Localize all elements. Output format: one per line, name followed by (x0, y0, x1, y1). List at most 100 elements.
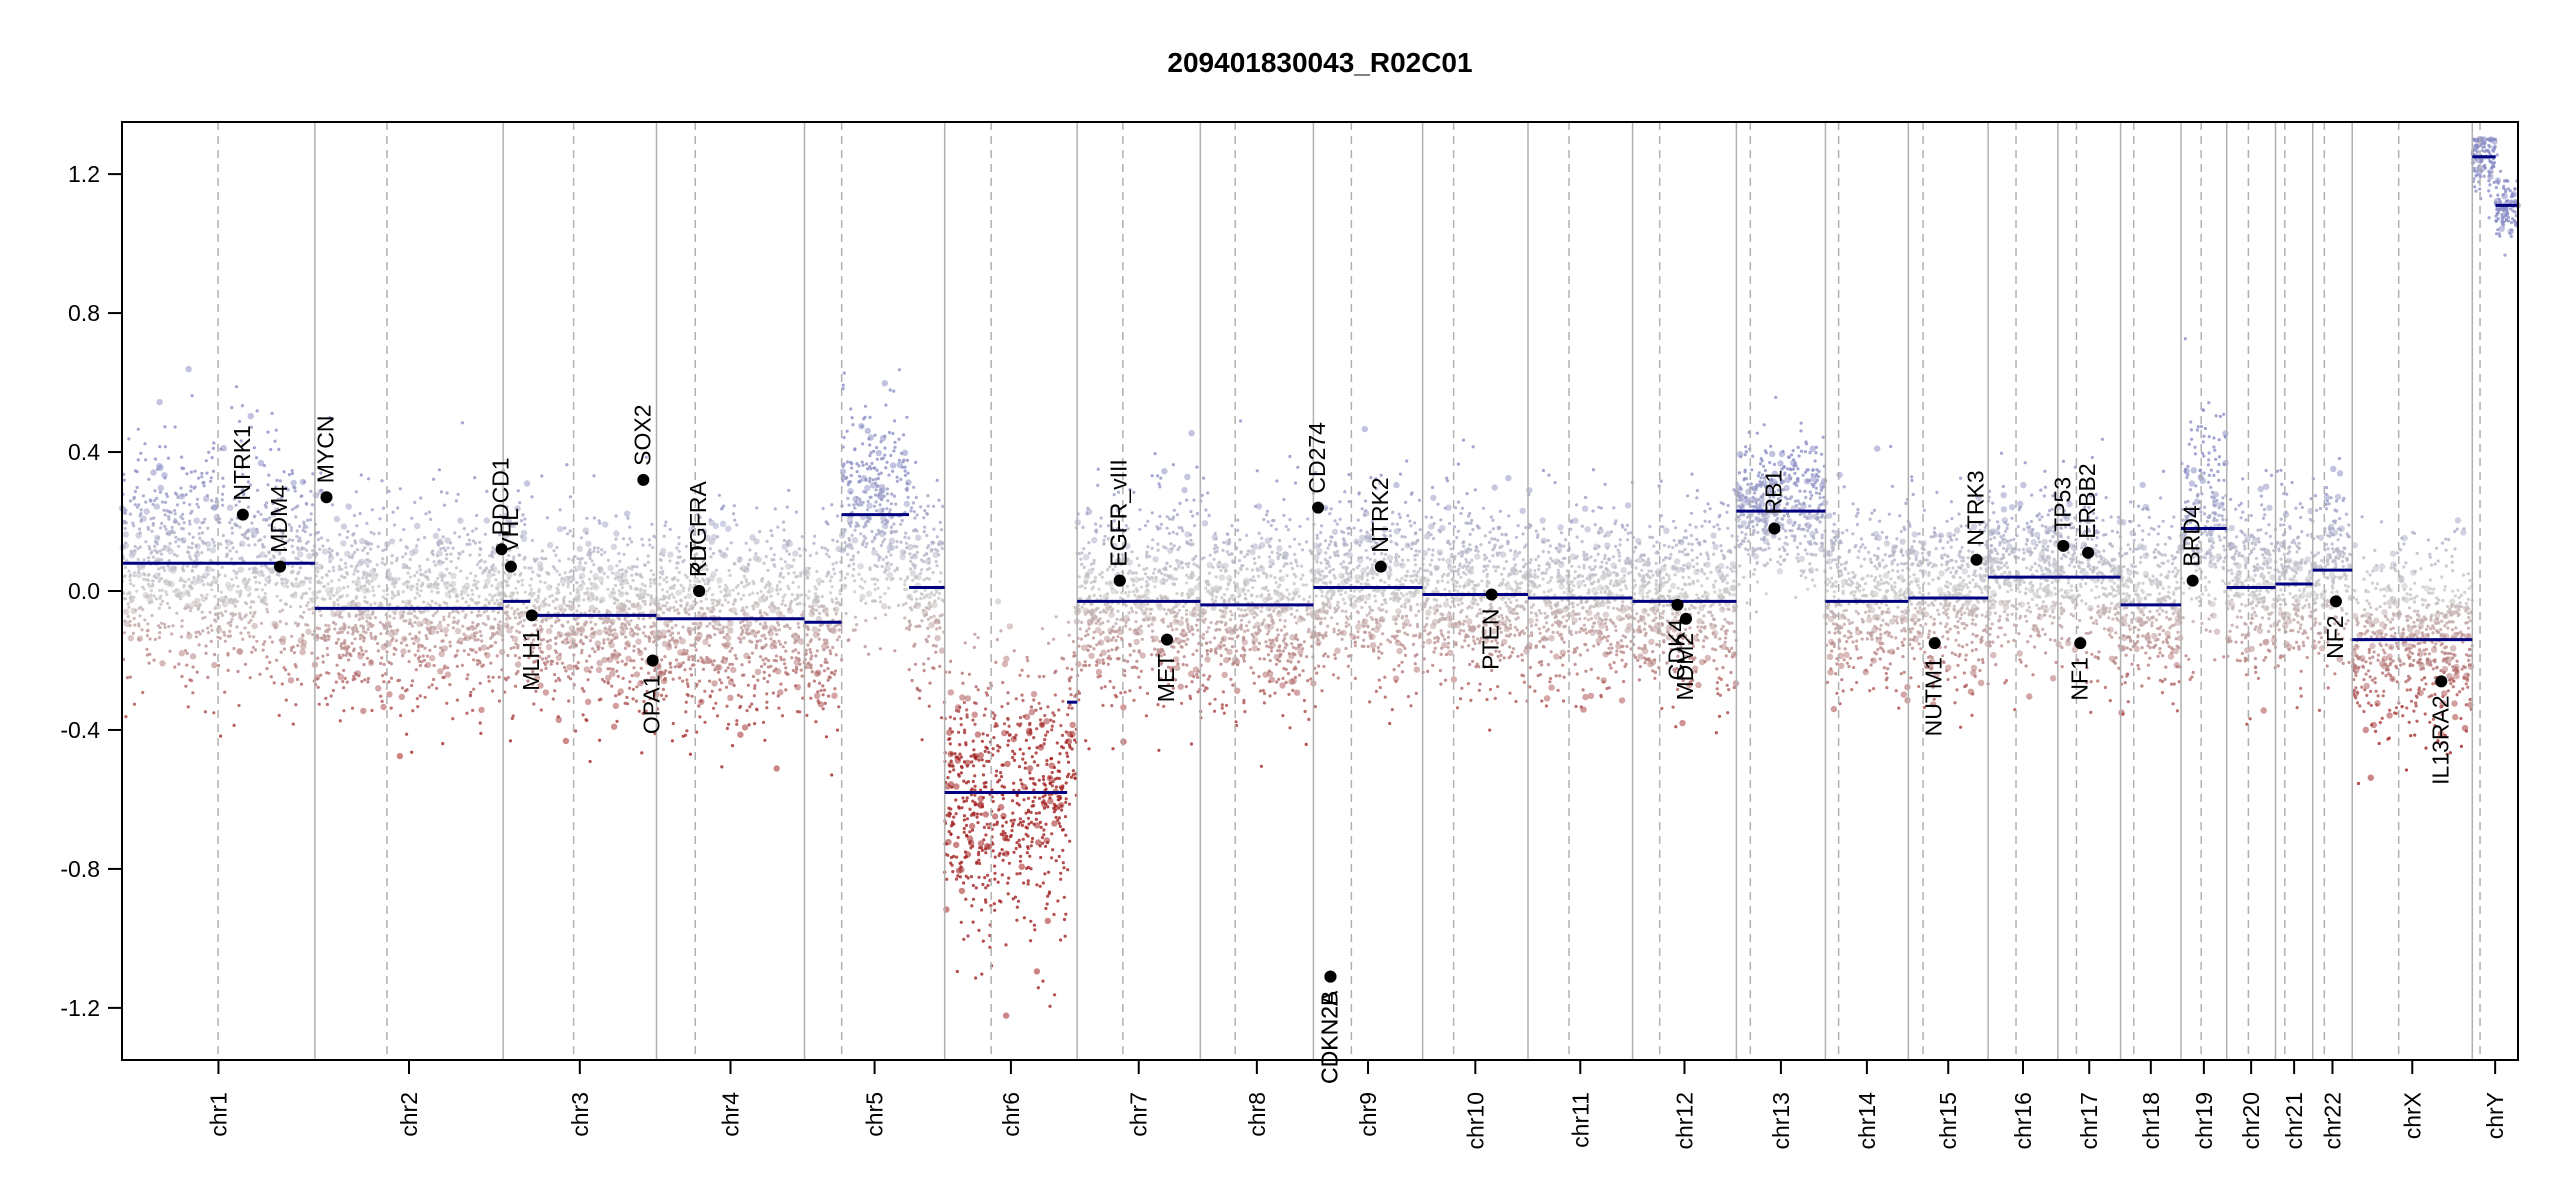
probe-point (1026, 796, 1031, 800)
probe-point (853, 528, 857, 532)
probe-point (465, 586, 469, 590)
probe-point (948, 742, 952, 746)
probe-point (624, 635, 628, 639)
probe-point (677, 570, 681, 575)
probe-point (881, 540, 885, 544)
probe-point (475, 562, 480, 567)
probe-point (852, 503, 856, 507)
probe-point (608, 641, 612, 645)
probe-point (163, 544, 167, 549)
probe-point (1061, 699, 1065, 703)
probe-point (180, 537, 184, 542)
probe-point (166, 601, 170, 606)
probe-point (496, 611, 500, 615)
probe-point (688, 583, 693, 587)
probe-point (684, 611, 688, 615)
probe-point (298, 566, 302, 570)
probe-point (181, 512, 185, 517)
probe-point (925, 576, 929, 581)
probe-point (1012, 818, 1016, 822)
probe-point (290, 581, 294, 586)
probe-point (405, 580, 409, 584)
probe-point (983, 749, 987, 754)
probe-point (725, 525, 732, 532)
probe-point (889, 553, 893, 557)
probe-point (392, 523, 397, 527)
probe-point (450, 572, 457, 579)
probe-point (1001, 858, 1005, 862)
probe-point (292, 651, 296, 655)
probe-point (864, 619, 868, 623)
probe-point (345, 650, 349, 655)
probe-point (637, 616, 641, 620)
probe-point (179, 597, 183, 601)
probe-point (153, 498, 157, 503)
probe-point (340, 540, 347, 547)
probe-point (269, 675, 273, 679)
probe-point (327, 637, 331, 641)
probe-point (448, 644, 452, 648)
probe-point (165, 531, 169, 536)
probe-point (390, 554, 394, 558)
probe-point (674, 658, 679, 662)
probe-point (794, 510, 799, 514)
probe-point (370, 612, 375, 616)
probe-point (413, 574, 417, 578)
probe-point (416, 649, 420, 653)
probe-point (173, 491, 177, 495)
probe-point (422, 658, 427, 662)
probe-point (191, 578, 198, 586)
probe-point (194, 543, 201, 550)
probe-point (1000, 763, 1004, 767)
probe-point (865, 467, 870, 471)
probe-point (544, 602, 548, 606)
probe-point (707, 643, 711, 648)
probe-point (938, 614, 942, 618)
probe-point (132, 584, 136, 588)
probe-point (812, 541, 816, 545)
probe-point (610, 684, 614, 688)
probe-point (553, 649, 558, 653)
probe-point (167, 565, 174, 573)
probe-point (269, 558, 273, 562)
probe-point (751, 591, 755, 595)
probe-point (588, 577, 592, 582)
probe-point (1066, 760, 1071, 764)
probe-point (543, 581, 547, 585)
probe-point (417, 578, 421, 582)
probe-point (1024, 811, 1028, 815)
probe-point (640, 582, 645, 586)
probe-point (294, 591, 298, 595)
probe-point (275, 658, 279, 662)
probe-point (968, 807, 972, 811)
probe-point (947, 830, 951, 834)
probe-point (589, 570, 593, 574)
probe-point (170, 632, 174, 636)
probe-point (959, 920, 963, 924)
probe-point (708, 694, 712, 698)
probe-point (777, 639, 781, 643)
probe-point (352, 674, 356, 679)
probe-point (152, 594, 156, 598)
probe-point (195, 557, 199, 561)
probe-point (636, 594, 640, 598)
probe-point (1018, 747, 1022, 751)
probe-point (980, 972, 984, 976)
probe-point (362, 639, 366, 643)
probe-point (157, 624, 161, 628)
probe-point (1015, 918, 1019, 922)
probe-point (140, 628, 144, 632)
probe-point (457, 637, 464, 644)
probe-point (278, 620, 282, 624)
probe-point (505, 617, 509, 621)
probe-point (663, 635, 667, 639)
probe-point (357, 674, 361, 678)
probe-point (600, 553, 604, 557)
probe-point (873, 577, 877, 581)
probe-point (513, 572, 517, 577)
probe-point (481, 621, 485, 625)
probe-point (732, 512, 736, 516)
probe-point (685, 682, 690, 686)
probe-point (904, 541, 909, 545)
probe-point (298, 524, 302, 528)
